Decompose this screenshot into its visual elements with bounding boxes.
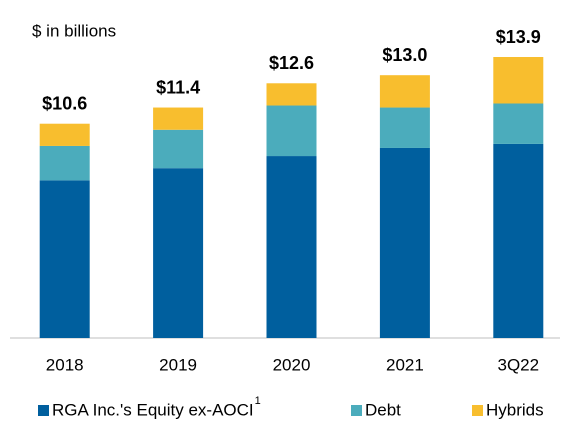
bar-segment <box>39 145 90 181</box>
total-label: $10.6 <box>42 93 87 113</box>
bar-segment <box>493 143 544 338</box>
bar-segment <box>153 168 204 338</box>
total-label: $13.9 <box>496 27 541 47</box>
x-tick-label: 2020 <box>273 355 311 374</box>
bar-segment <box>266 83 317 106</box>
bar-segment <box>266 105 317 157</box>
legend-label: Debt <box>365 400 401 419</box>
bar-segment <box>379 75 430 108</box>
bar-segment <box>493 57 544 104</box>
bar-segment <box>266 156 317 338</box>
x-tick-label: 3Q22 <box>498 355 540 374</box>
bar-segment <box>379 147 430 338</box>
total-label: $12.6 <box>269 53 314 73</box>
legend-footnote: 1 <box>255 395 261 407</box>
total-label: $13.0 <box>382 45 427 65</box>
legend-swatch <box>351 405 362 416</box>
bar-segment <box>39 180 90 338</box>
bar-segment <box>39 123 90 146</box>
bar-segment <box>493 103 544 144</box>
total-label: $11.4 <box>156 77 200 97</box>
bar-segment <box>153 129 204 169</box>
legend-label: Hybrids <box>486 400 544 419</box>
subtitle: $ in billions <box>32 21 116 40</box>
bar-segment <box>379 107 430 148</box>
legend-label: RGA Inc.'s Equity ex-AOCI <box>52 400 254 419</box>
legend-swatch <box>38 405 49 416</box>
x-tick-label: 2021 <box>386 355 424 374</box>
bar-segment <box>153 107 204 130</box>
x-tick-label: 2019 <box>159 355 197 374</box>
legend-swatch <box>472 405 483 416</box>
x-tick-label: 2018 <box>46 355 84 374</box>
